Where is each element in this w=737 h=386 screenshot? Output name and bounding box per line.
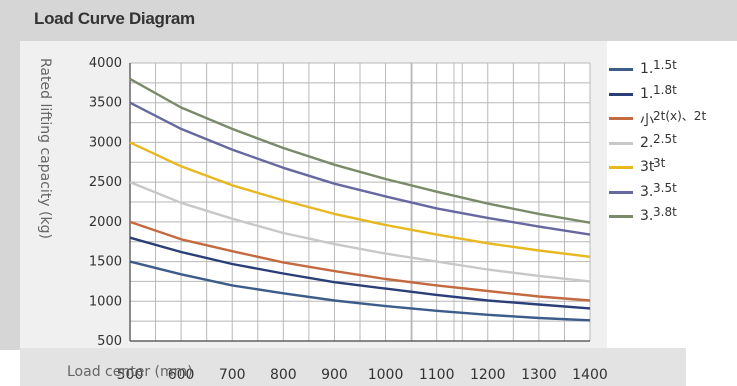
series-line-1-8t <box>129 236 591 310</box>
series-line-3t <box>129 141 591 258</box>
legend-swatch <box>609 215 633 218</box>
legend-swatch <box>609 68 633 71</box>
legend-item: 3t 3t <box>609 156 737 184</box>
legend-label: 3.8t <box>653 205 677 219</box>
legend-code: 1. <box>640 85 654 102</box>
legend-code: 小 <box>640 113 654 129</box>
legend-code: 3t <box>640 159 654 175</box>
y-tick-label: 3500 <box>89 96 122 111</box>
legend-item: 1. 1.8t <box>609 82 737 111</box>
legend-code: 3. <box>640 183 654 200</box>
series-line-2t-x-2t <box>129 220 591 302</box>
legend-code: 2. <box>640 134 654 151</box>
legend: 1. 1.5t 1. 1.8t 小 2t(x)、2t 2. 2.5t 3t 3t 3. 3.5t 3. 3… <box>609 58 737 233</box>
legend-item: 3. 3.8t <box>609 205 737 233</box>
legend-item: 小 2t(x)、2t <box>609 109 737 135</box>
left-band <box>0 41 20 350</box>
series-line-3-8t <box>129 77 591 224</box>
x-tick-label: 1200 <box>470 367 506 383</box>
legend-item: 2. 2.5t <box>609 131 737 160</box>
x-tick-label: 600 <box>168 367 195 383</box>
legend-item: 3. 3.5t <box>609 180 737 209</box>
y-tick-label: 2000 <box>89 215 122 230</box>
y-tick-label: 1500 <box>89 255 122 270</box>
title-bar: Load Curve Diagram <box>0 0 737 41</box>
legend-swatch <box>609 166 633 169</box>
x-axis-label: Load center (mm) <box>67 364 193 380</box>
x-tick-label: 1000 <box>368 367 404 383</box>
series-line-3-5t <box>129 101 591 236</box>
y-tick-label: 500 <box>97 334 122 349</box>
x-tick-label: 700 <box>219 367 246 383</box>
legend-swatch <box>609 190 633 194</box>
series-line-1-5t <box>129 260 591 322</box>
y-tick-label: 1000 <box>89 294 122 309</box>
legend-label: 1.5t <box>653 58 677 72</box>
legend-item: 1. 1.5t <box>609 58 737 86</box>
legend-code: 3. <box>640 208 654 224</box>
legend-swatch <box>609 141 633 145</box>
legend-swatch <box>609 117 633 120</box>
y-tick-label: 2500 <box>89 175 122 190</box>
chart-title: Load Curve Diagram <box>34 9 195 28</box>
legend-label: 1.8t <box>653 82 677 97</box>
series-line-2-5t <box>129 180 591 283</box>
x-tick-label: 1100 <box>419 367 455 383</box>
y-axis-label: Rated lifting capacity (kg) <box>37 58 53 239</box>
legend-label: 3t <box>653 156 666 170</box>
legend-code: 1. <box>640 61 654 77</box>
legend-label: 2t(x)、2t <box>653 109 707 123</box>
bottom-band <box>20 348 686 386</box>
x-tick-label: 1400 <box>572 367 608 383</box>
y-tick-label: 3000 <box>89 135 122 150</box>
x-tick-label: 800 <box>270 367 297 383</box>
x-tick-label: 900 <box>321 367 348 383</box>
legend-swatch <box>609 92 633 96</box>
x-tick-label: 500 <box>117 367 144 383</box>
y-tick-label: 4000 <box>89 56 122 71</box>
legend-label: 3.5t <box>653 180 677 195</box>
x-tick-label: 1300 <box>521 367 557 383</box>
legend-label: 2.5t <box>653 131 677 146</box>
